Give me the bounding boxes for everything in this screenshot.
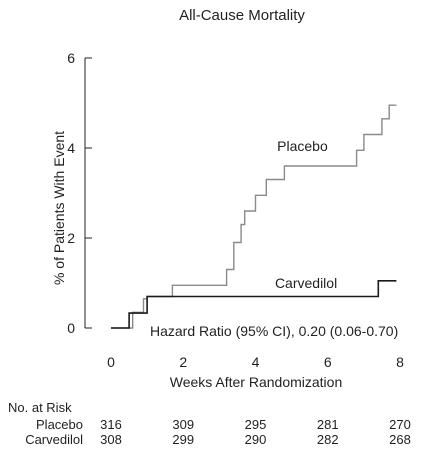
y-tick-label: 6 xyxy=(67,50,75,66)
series-group xyxy=(111,104,397,329)
series-label-placebo: Placebo xyxy=(277,138,328,154)
risk-table: No. at Risk Placebo 316 309 295 281 270 Carvedi… xyxy=(8,400,411,447)
x-tick-label: 0 xyxy=(107,354,115,370)
x-axis-label: Weeks After Randomization xyxy=(170,374,343,390)
risk-cell: 295 xyxy=(245,417,267,432)
series-label-carvedilol: Carvedilol xyxy=(275,275,337,291)
x-tick-label: 4 xyxy=(252,354,260,370)
x-tick-label: 2 xyxy=(179,354,187,370)
y-axis-label: % of Patients With Event xyxy=(51,131,67,285)
chart-title: All-Cause Mortality xyxy=(179,7,305,24)
series-line-placebo xyxy=(111,104,397,329)
risk-cell: 270 xyxy=(389,417,411,432)
risk-cell: 282 xyxy=(317,432,339,447)
y-tick-label: 4 xyxy=(67,140,75,156)
risk-cell: 268 xyxy=(389,432,411,447)
risk-table-header: No. at Risk xyxy=(8,400,72,415)
x-tick-label: 8 xyxy=(396,354,404,370)
axis-ticks: 0 2 4 6 0 2 4 6 8 xyxy=(67,50,404,370)
hazard-ratio-annotation: Hazard Ratio (95% CI), 0.20 (0.06-0.70) xyxy=(150,323,398,339)
risk-cell: 299 xyxy=(172,432,194,447)
risk-cell: 290 xyxy=(245,432,267,447)
y-tick-label: 2 xyxy=(67,230,75,246)
series-line-carvedilol xyxy=(111,279,397,329)
risk-cell: 309 xyxy=(172,417,194,432)
risk-cell: 281 xyxy=(317,417,339,432)
series-labels: Placebo Carvedilol xyxy=(275,138,337,291)
x-tick-label: 6 xyxy=(324,354,332,370)
risk-row-label: Carvedilol xyxy=(25,432,83,447)
y-tick-label: 0 xyxy=(67,320,75,336)
risk-row-label: Placebo xyxy=(36,417,83,432)
risk-cell: 308 xyxy=(100,432,122,447)
risk-cell: 316 xyxy=(100,417,122,432)
